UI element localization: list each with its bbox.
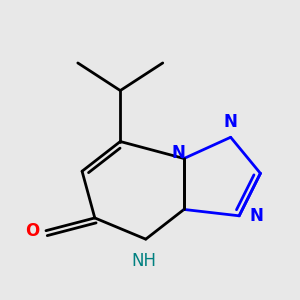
Text: NH: NH <box>131 252 156 270</box>
Text: N: N <box>172 144 186 162</box>
Text: N: N <box>224 113 238 131</box>
Text: O: O <box>26 222 40 240</box>
Text: N: N <box>250 207 264 225</box>
